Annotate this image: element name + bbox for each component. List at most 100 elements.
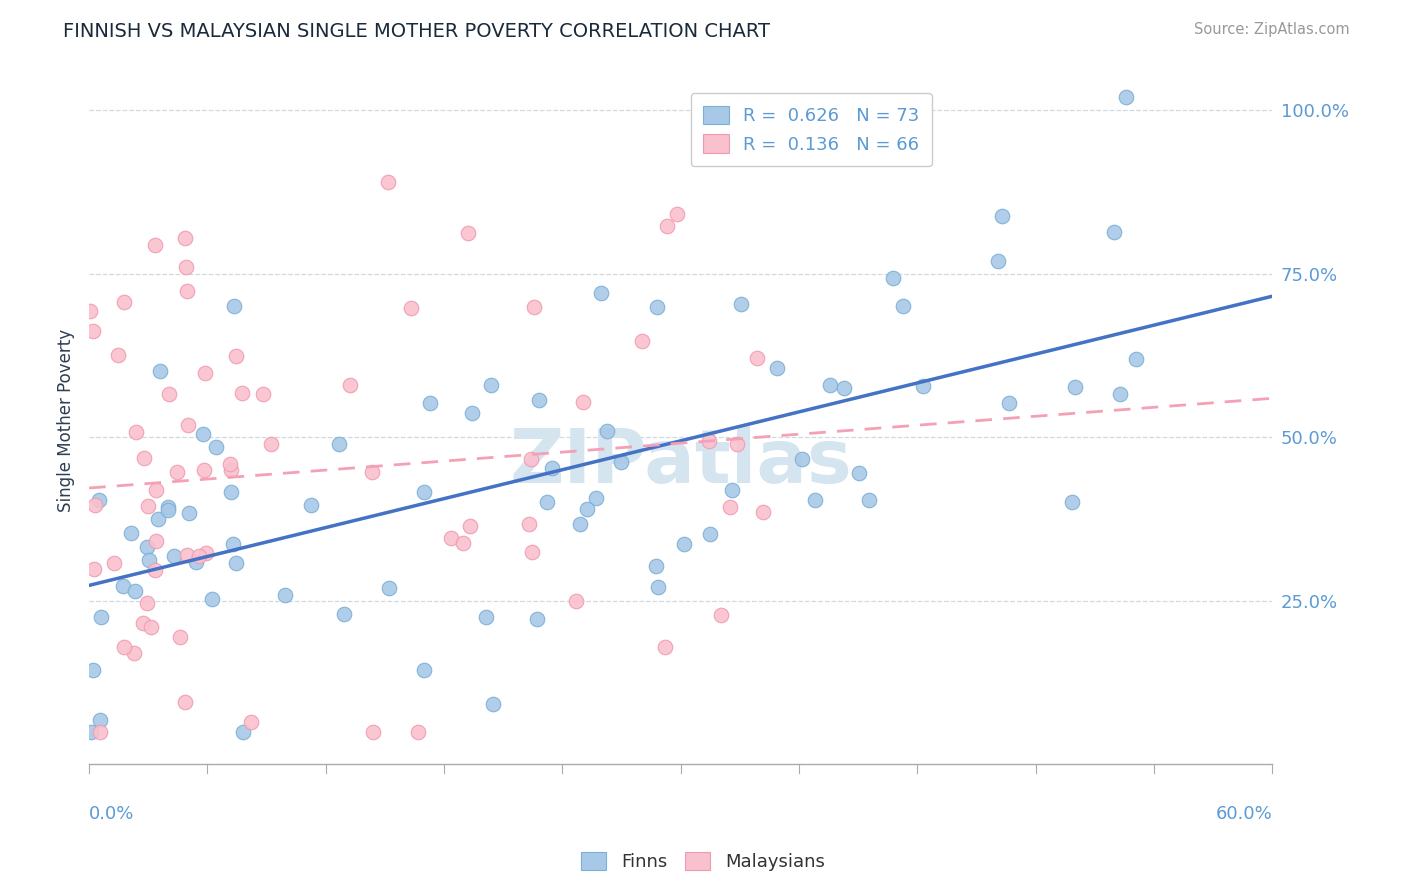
Point [585, 491, 607, 505]
Point [333, 607, 356, 621]
Point [149, 364, 172, 378]
Point [145, 483, 167, 497]
Point [179, 506, 201, 520]
Point [177, 418, 200, 433]
Point [173, 231, 195, 245]
Point [193, 426, 215, 441]
Point [139, 620, 162, 634]
Y-axis label: Single Mother Poverty: Single Mother Poverty [58, 329, 75, 512]
Point [848, 466, 870, 480]
Point [536, 495, 558, 509]
Point [665, 207, 688, 221]
Point [136, 499, 159, 513]
Point [299, 499, 322, 513]
Point [174, 260, 197, 275]
Point [225, 556, 247, 570]
Point [176, 549, 198, 563]
Point [163, 549, 186, 563]
Point [882, 270, 904, 285]
Point [231, 386, 253, 401]
Point [176, 285, 198, 299]
Point [673, 537, 696, 551]
Legend: Finns, Malaysians: Finns, Malaysians [574, 845, 832, 879]
Point [122, 647, 145, 661]
Point [475, 609, 498, 624]
Point [120, 526, 142, 541]
Point [112, 640, 135, 654]
Point [657, 219, 679, 233]
Point [699, 527, 721, 541]
Point [461, 406, 484, 420]
Point [221, 485, 243, 500]
Point [194, 367, 217, 381]
Text: 60.0%: 60.0% [1216, 805, 1272, 823]
Point [143, 563, 166, 577]
Point [90, 610, 112, 624]
Point [132, 451, 155, 466]
Point [576, 501, 599, 516]
Point [124, 583, 146, 598]
Point [419, 396, 441, 410]
Point [156, 500, 179, 515]
Point [1125, 351, 1147, 366]
Point [339, 377, 361, 392]
Point [205, 441, 228, 455]
Point [188, 549, 211, 564]
Point [630, 334, 652, 349]
Point [103, 556, 125, 570]
Point [520, 545, 543, 559]
Point [482, 698, 505, 712]
Point [1062, 495, 1084, 509]
Point [240, 715, 263, 730]
Point [1108, 386, 1130, 401]
Legend: R =  0.626   N = 73, R =  0.136   N = 66: R = 0.626 N = 73, R = 0.136 N = 66 [690, 94, 932, 166]
Point [752, 505, 775, 519]
Point [222, 299, 245, 313]
Point [987, 253, 1010, 268]
Point [527, 393, 550, 408]
Point [135, 541, 157, 555]
Point [252, 387, 274, 401]
Point [832, 380, 855, 394]
Point [157, 386, 180, 401]
Point [457, 226, 479, 240]
Point [112, 295, 135, 310]
Point [399, 301, 422, 315]
Point [526, 612, 548, 626]
Point [82, 325, 104, 339]
Point [274, 588, 297, 602]
Point [453, 536, 475, 550]
Point [406, 724, 429, 739]
Point [792, 452, 814, 467]
Point [148, 512, 170, 526]
Point [361, 465, 384, 479]
Point [699, 434, 721, 448]
Point [718, 500, 741, 514]
Point [186, 555, 208, 569]
Point [645, 559, 668, 574]
Point [710, 608, 733, 623]
Point [413, 484, 436, 499]
Point [523, 300, 546, 314]
Point [891, 299, 914, 313]
Point [157, 503, 180, 517]
Point [174, 696, 197, 710]
Point [377, 581, 399, 595]
Point [89, 492, 111, 507]
Point [89, 713, 111, 727]
Point [195, 545, 218, 559]
Point [991, 209, 1014, 223]
Point [645, 300, 668, 314]
Point [225, 349, 247, 363]
Point [82, 663, 104, 677]
Point [440, 531, 463, 545]
Point [520, 451, 543, 466]
Point [83, 562, 105, 576]
Point [911, 379, 934, 393]
Point [138, 553, 160, 567]
Point [89, 724, 111, 739]
Point [730, 297, 752, 311]
Point [1115, 90, 1137, 104]
Point [361, 724, 384, 739]
Point [219, 463, 242, 477]
